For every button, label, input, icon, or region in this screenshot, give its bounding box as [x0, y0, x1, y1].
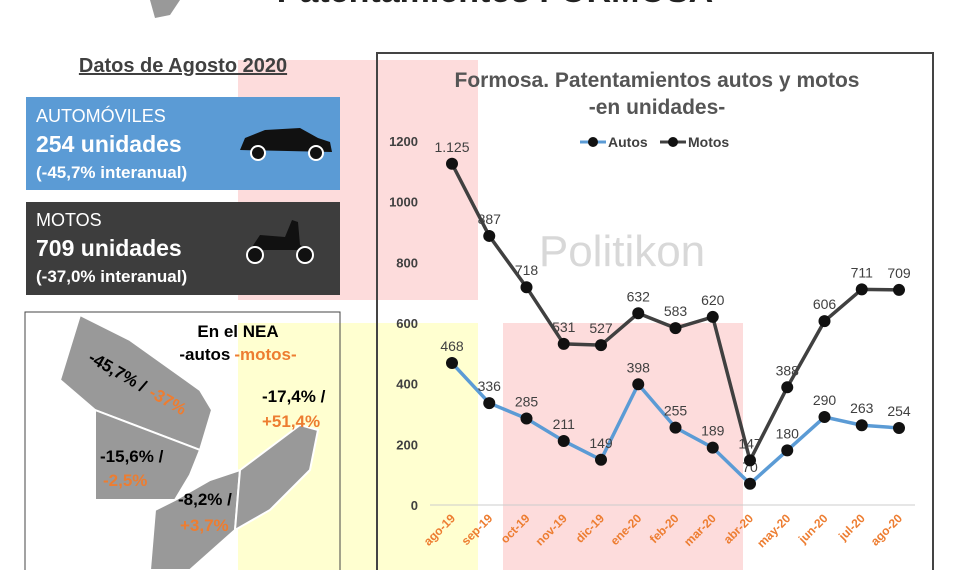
- data-label: 255: [664, 403, 688, 419]
- data-label: 254: [887, 403, 911, 419]
- data-point: [595, 339, 607, 351]
- data-point: [707, 442, 719, 454]
- map-icon: [150, 0, 180, 18]
- data-point: [856, 283, 868, 295]
- data-point: [595, 454, 607, 466]
- legend-marker: [588, 137, 598, 147]
- data-label: 468: [440, 338, 464, 354]
- data-point: [893, 284, 905, 296]
- subtitle: Datos de Agosto 2020: [79, 55, 287, 77]
- data-point: [632, 378, 644, 390]
- map-legend-motos: -motos-: [234, 345, 296, 364]
- data-point: [446, 357, 458, 369]
- data-label: 211: [553, 416, 576, 432]
- data-point: [483, 230, 495, 242]
- data-point: [483, 397, 495, 409]
- data-point: [558, 435, 570, 447]
- data-label: 527: [589, 320, 613, 336]
- y-tick-label: 400: [396, 377, 418, 392]
- data-label: 398: [627, 359, 651, 375]
- data-point: [446, 158, 458, 170]
- data-point: [521, 281, 533, 293]
- region-motos: -2,5%: [103, 471, 147, 490]
- data-label: 189: [701, 423, 725, 439]
- data-point: [707, 311, 719, 323]
- data-point: [670, 322, 682, 334]
- page-title: Patentamientos FORMOSA: [277, 0, 713, 10]
- data-label: 711: [851, 264, 874, 280]
- data-label: 147: [738, 435, 762, 451]
- data-point: [670, 422, 682, 434]
- chart-title: Formosa. Patentamientos autos y motos: [455, 69, 860, 92]
- data-label: 606: [813, 296, 837, 312]
- data-point: [521, 413, 533, 425]
- watermark: Politikon: [539, 227, 705, 276]
- data-point: [558, 338, 570, 350]
- data-point: [856, 419, 868, 431]
- y-tick-label: 0: [411, 498, 418, 513]
- data-point: [632, 307, 644, 319]
- box-label: AUTOMÓVILES: [36, 105, 166, 126]
- x-tick-label: jul-20: [835, 511, 868, 544]
- y-tick-label: 600: [396, 316, 418, 331]
- data-point: [744, 478, 756, 490]
- box-units: 709 unidades: [36, 235, 182, 261]
- data-point: [744, 454, 756, 466]
- map-legend: -autos-motos-: [179, 345, 296, 364]
- region-autos: -17,4% /: [262, 387, 326, 406]
- region-autos: -15,6% /: [100, 447, 164, 466]
- region-autos: -8,2% /: [178, 490, 232, 509]
- data-label: 620: [701, 292, 725, 308]
- x-tick-label: ago-20: [868, 511, 905, 548]
- data-label: 290: [813, 392, 837, 408]
- data-label: 632: [627, 288, 651, 304]
- data-label: 887: [478, 211, 502, 227]
- region-motos: +3,7%: [180, 516, 229, 535]
- data-point: [819, 315, 831, 327]
- box-change: (-45,7% interanual): [36, 163, 187, 182]
- data-label: 718: [515, 262, 539, 278]
- data-label: 285: [515, 394, 539, 410]
- box-units: 254 unidades: [36, 131, 182, 157]
- y-tick-label: 1200: [389, 134, 418, 149]
- region-motos: +51,4%: [262, 412, 320, 431]
- box-label: MOTOS: [36, 210, 102, 230]
- data-point: [819, 411, 831, 423]
- data-label: 1.125: [434, 139, 469, 155]
- map-legend-autos: -autos: [179, 345, 230, 364]
- y-tick-label: 200: [396, 437, 418, 452]
- x-tick-label: may-20: [754, 511, 793, 550]
- data-label: 388: [776, 362, 800, 378]
- legend-label: Motos: [688, 134, 729, 150]
- y-tick-label: 1000: [389, 195, 418, 210]
- data-label: 180: [776, 425, 800, 441]
- data-label: 583: [664, 303, 688, 319]
- data-label: 336: [478, 378, 502, 394]
- map-title: En el NEA: [197, 322, 278, 341]
- data-label: 531: [552, 319, 576, 335]
- data-label: 149: [589, 435, 613, 451]
- data-point: [893, 422, 905, 434]
- legend-marker: [668, 137, 678, 147]
- legend-label: Autos: [608, 134, 648, 150]
- data-point: [781, 381, 793, 393]
- box-change: (-37,0% interanual): [36, 267, 187, 286]
- chart-subtitle: -en unidades-: [589, 96, 726, 119]
- data-label: 709: [887, 265, 911, 281]
- x-tick-label: jun-20: [795, 511, 831, 547]
- y-tick-label: 800: [396, 255, 418, 270]
- data-point: [781, 444, 793, 456]
- data-label: 263: [850, 400, 874, 416]
